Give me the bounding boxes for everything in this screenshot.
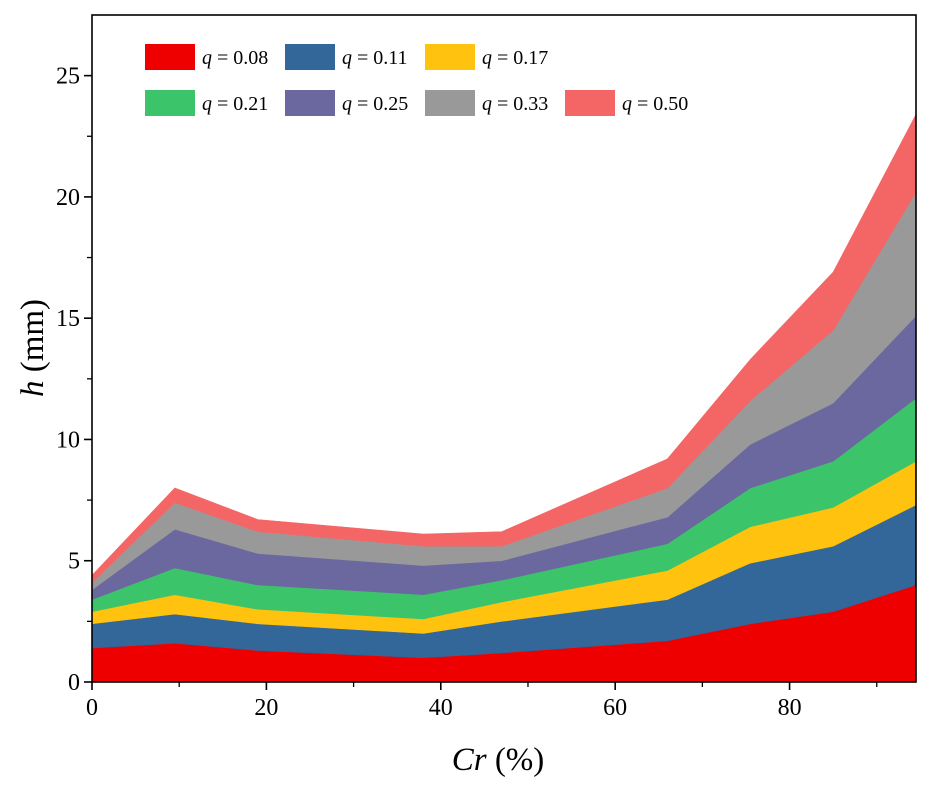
y-axis-label: h (mm) [15, 299, 51, 397]
plot-frame [91, 14, 917, 683]
x-tick-label-80: 80 [778, 695, 802, 721]
ticks: 0 20 40 60 80 0 5 10 15 20 25 [56, 64, 878, 721]
legend-value-7: = 0.50 [632, 93, 688, 115]
legend-entry-5: q = 0.25 [342, 93, 408, 115]
stacked-areas [91, 114, 917, 683]
y-axis-label-unit: (mm) [15, 299, 51, 381]
legend-symbol-6: q [482, 93, 492, 115]
legend-value-6: = 0.33 [492, 93, 548, 115]
x-axis-label-unit: (%) [487, 742, 545, 778]
y-axis-label-symbol: h [15, 381, 51, 398]
legend-entry-2: q = 0.11 [342, 47, 408, 69]
y-tick-label-0: 0 [68, 670, 80, 696]
legend-entry-3: q = 0.17 [482, 47, 548, 69]
legend-entry-1: q = 0.08 [202, 47, 268, 69]
legend-symbol-3: q [482, 47, 492, 69]
legend-swatch-3 [425, 44, 475, 70]
legend-entry-6: q = 0.33 [482, 93, 548, 115]
x-tick-label-60: 60 [603, 695, 627, 721]
x-tick-label-40: 40 [429, 695, 453, 721]
axes [91, 14, 917, 683]
legend-value-1: = 0.08 [212, 47, 268, 69]
legend: q = 0.08 q = 0.11 q = 0.17q = 0.21 q = 0.25… [145, 44, 688, 116]
legend-swatch-6 [425, 90, 475, 116]
legend-swatch-4 [145, 90, 195, 116]
legend-value-3: = 0.17 [492, 47, 548, 69]
legend-entry-7: q = 0.50 [622, 93, 688, 115]
legend-entry-4: q = 0.21 [202, 93, 268, 115]
legend-value-4: = 0.21 [212, 93, 268, 115]
x-axis-label: Cr (%) [452, 742, 545, 778]
x-tick-label-0: 0 [86, 695, 98, 721]
legend-swatch-7 [565, 90, 615, 116]
y-tick-label-10: 10 [56, 427, 80, 453]
y-tick-label-20: 20 [56, 185, 80, 211]
x-axis-label-symbol: Cr [452, 742, 487, 778]
y-tick-label-15: 15 [56, 306, 80, 332]
legend-symbol-1: q [202, 47, 212, 69]
x-tick-label-20: 20 [254, 695, 278, 721]
legend-symbol-4: q [202, 93, 212, 115]
legend-value-5: = 0.25 [352, 93, 408, 115]
legend-swatch-5 [285, 90, 335, 116]
legend-swatch-2 [285, 44, 335, 70]
legend-symbol-7: q [622, 93, 632, 115]
legend-value-2: = 0.11 [352, 47, 408, 69]
legend-symbol-5: q [342, 93, 352, 115]
y-tick-label-5: 5 [68, 549, 80, 575]
y-tick-label-25: 25 [56, 64, 80, 90]
legend-swatch-1 [145, 44, 195, 70]
legend-symbol-2: q [342, 47, 352, 69]
